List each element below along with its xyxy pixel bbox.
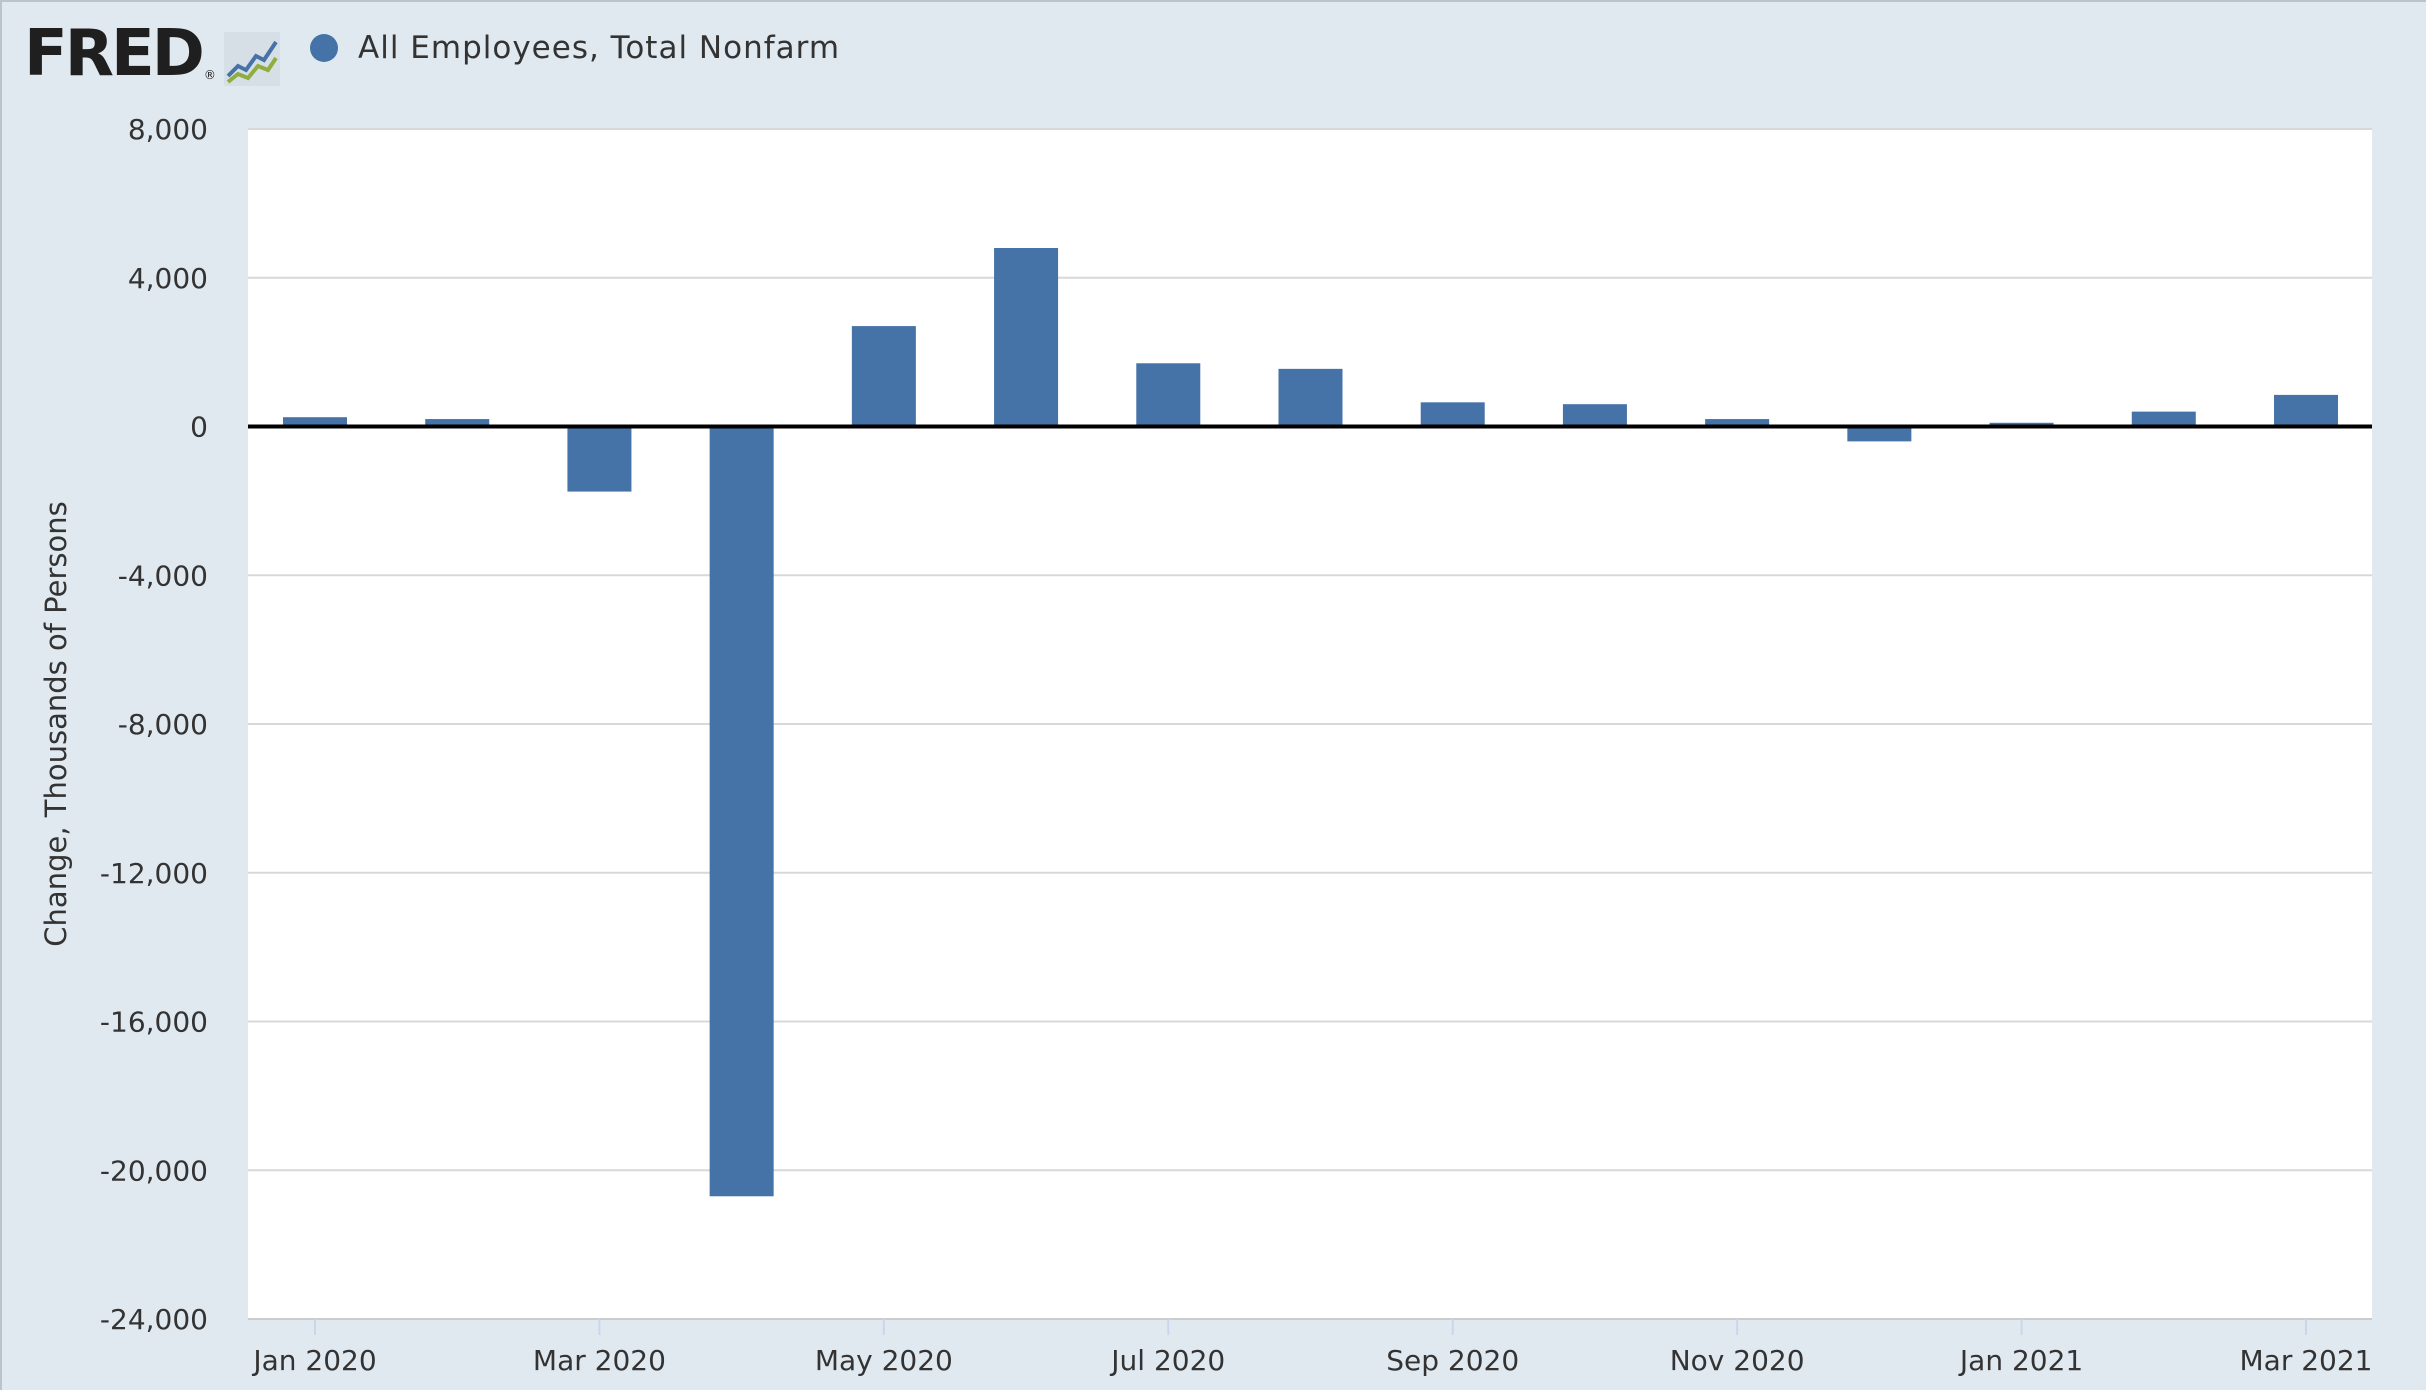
y-tick-label: -16,000 xyxy=(100,1006,208,1039)
bar-2020-12[interactable] xyxy=(1847,426,1912,442)
y-axis-ticks: 8,000 4,000 0 -4,000 -8,000 -12,000 -16,000 -20… xyxy=(100,113,208,1336)
chart-header: FRED ® All Employees, Total Nonfarm xyxy=(0,0,2426,110)
x-tick-label: Nov 2020 xyxy=(1670,1344,1805,1377)
bar-2020-07[interactable] xyxy=(1136,363,1201,427)
bar-2020-02[interactable] xyxy=(425,419,490,427)
bar-2021-02[interactable] xyxy=(2131,411,2196,427)
bar-2020-05[interactable] xyxy=(851,326,916,427)
bars xyxy=(283,248,2338,1197)
x-tick-label: Sep 2020 xyxy=(1386,1344,1519,1377)
y-tick-label: 4,000 xyxy=(128,262,208,295)
y-axis-label: Change, Thousands of Persons xyxy=(39,501,73,946)
x-tick-label: May 2020 xyxy=(815,1344,953,1377)
x-tick-label: Mar 2020 xyxy=(533,1344,666,1377)
legend-series-label: All Employees, Total Nonfarm xyxy=(358,30,841,66)
x-tick-label: Jan 2020 xyxy=(251,1344,376,1377)
y-tick-label: -8,000 xyxy=(118,708,208,741)
bar-2020-10[interactable] xyxy=(1562,404,1627,427)
bar-2020-08[interactable] xyxy=(1278,368,1343,427)
bar-2020-09[interactable] xyxy=(1420,402,1485,427)
x-axis-ticks: Jan 2020 Mar 2020 May 2020 Jul 2020 Sep 2020… xyxy=(248,1318,2373,1377)
y-tick-label: 0 xyxy=(190,411,208,444)
y-tick-label: -12,000 xyxy=(100,857,208,890)
logo-text: FRED xyxy=(24,17,205,91)
bar-2020-11[interactable] xyxy=(1705,419,1770,427)
bar-2020-06[interactable] xyxy=(994,248,1059,427)
bar-2020-04[interactable] xyxy=(709,426,774,1197)
bar-2020-03[interactable] xyxy=(567,426,632,492)
chart-legend[interactable]: All Employees, Total Nonfarm xyxy=(310,30,840,66)
y-tick-label: -20,000 xyxy=(100,1154,208,1187)
legend-marker xyxy=(310,34,338,62)
x-tick-label: Mar 2021 xyxy=(2240,1344,2373,1377)
bar-2020-01[interactable] xyxy=(283,417,347,427)
y-tick-label: -4,000 xyxy=(118,559,208,592)
chart-line-icon xyxy=(223,32,280,86)
y-tick-label: 8,000 xyxy=(128,113,208,146)
fred-logo[interactable]: FRED ® xyxy=(24,22,280,86)
bar-2021-03[interactable] xyxy=(2274,394,2338,427)
registered-mark: ® xyxy=(203,68,216,82)
x-tick-label: Jan 2021 xyxy=(1958,1344,2083,1377)
y-tick-label: -24,000 xyxy=(100,1303,208,1336)
x-tick-label: Jul 2020 xyxy=(1109,1344,1225,1377)
